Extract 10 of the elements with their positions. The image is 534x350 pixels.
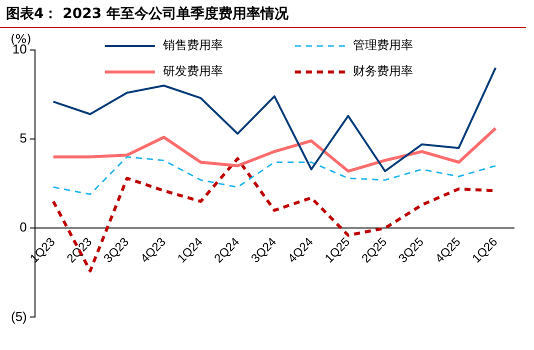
y-tick-label: 0	[20, 220, 27, 235]
legend-label: 研发费用率	[162, 64, 223, 78]
y-tick-label: (5)	[11, 308, 27, 324]
y-axis-title: (%)	[10, 32, 32, 46]
legend-label: 管理费用率	[352, 38, 413, 52]
chart-title: 图表4： 2023 年至今公司单季度费用率情况	[0, 0, 526, 28]
legend-label: 财务费用率	[352, 64, 413, 78]
line-series	[52, 156, 496, 196]
y-tick-label: 5	[20, 130, 27, 146]
legend-label: 销售费用率	[162, 38, 223, 52]
